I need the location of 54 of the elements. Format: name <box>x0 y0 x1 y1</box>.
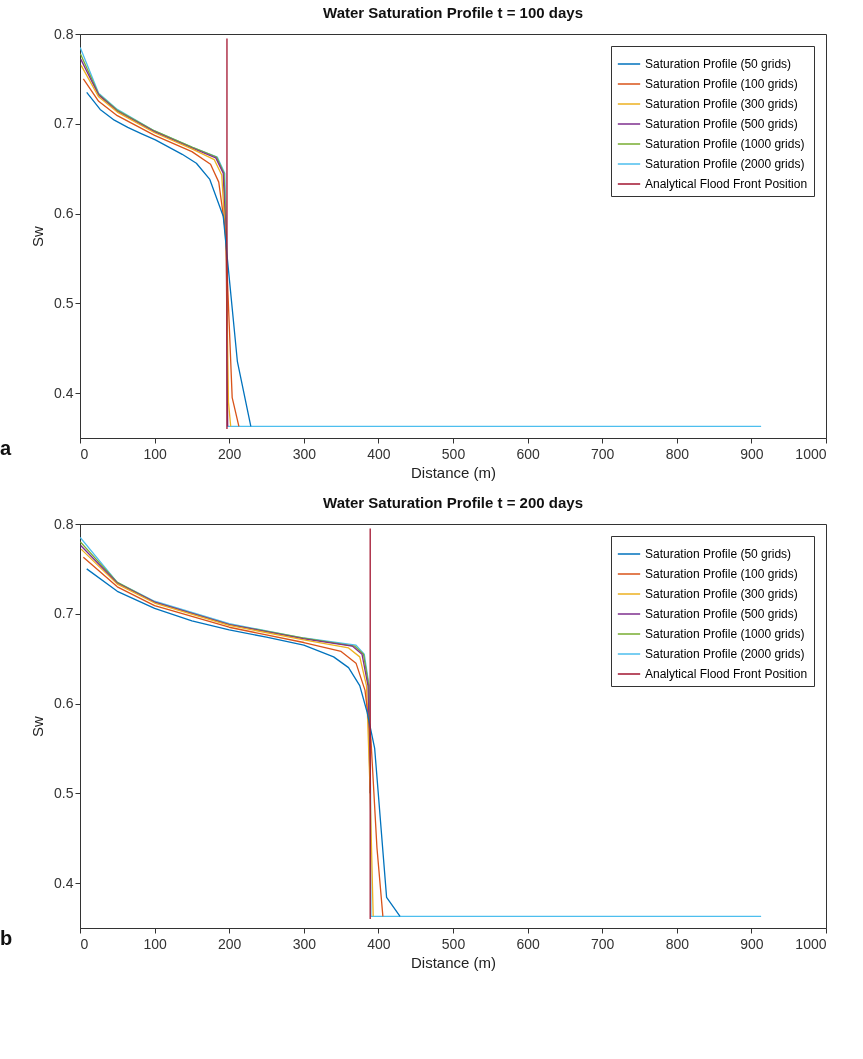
legend-label: Saturation Profile (100 grids) <box>645 567 798 581</box>
x-tick-label: 200 <box>218 935 242 952</box>
x-tick-label: 900 <box>740 935 764 952</box>
legend-label: Saturation Profile (500 grids) <box>645 607 798 621</box>
x-tick-label: 500 <box>441 445 466 462</box>
x-tick-label: 300 <box>292 935 317 952</box>
legend-label: Saturation Profile (2000 grids) <box>645 647 805 661</box>
x-tick-label: 0 <box>80 935 89 952</box>
x-tick-label: 500 <box>441 935 466 952</box>
legend-label: Analytical Flood Front Position <box>645 177 808 191</box>
text: b <box>0 927 13 949</box>
y-tick-label: 0.4 <box>54 384 74 401</box>
x-tick-label: 800 <box>665 935 690 952</box>
x-tick-label: 100 <box>143 445 167 462</box>
x-tick-label: 600 <box>516 445 540 462</box>
y-axis-title: Sw <box>29 225 47 247</box>
x-tick-label: 600 <box>516 935 540 952</box>
x-tick-label: 400 <box>367 935 391 952</box>
y-tick-label: 0.5 <box>54 784 74 801</box>
x-tick-label: 700 <box>591 445 615 462</box>
text: a <box>0 437 12 459</box>
legend-label: Saturation Profile (50 grids) <box>645 547 792 561</box>
x-tick-label: 300 <box>292 445 317 462</box>
x-tick-label: 200 <box>218 445 242 462</box>
x-axis-title: Distance (m) <box>410 463 497 481</box>
legend-label: Analytical Flood Front Position <box>645 667 808 681</box>
y-tick-label: 0.5 <box>54 294 74 311</box>
x-tick-label: 1000 <box>795 445 827 462</box>
legend-label: Saturation Profile (300 grids) <box>645 97 798 111</box>
x-tick-label: 1000 <box>795 935 827 952</box>
x-tick-label: 0 <box>80 445 89 462</box>
legend-label: Saturation Profile (300 grids) <box>645 587 798 601</box>
y-tick-label: 0.6 <box>54 695 74 712</box>
legend-label: Saturation Profile (100 grids) <box>645 77 798 91</box>
x-tick-label: 900 <box>740 445 764 462</box>
y-axis-title: Sw <box>29 715 47 737</box>
x-tick-label: 100 <box>143 935 167 952</box>
legend-label: Saturation Profile (500 grids) <box>645 117 798 131</box>
chart-title: Water Saturation Profile t = 200 days <box>323 494 583 511</box>
y-tick-label: 0.8 <box>54 25 74 42</box>
y-tick-label: 0.4 <box>54 874 74 891</box>
chart-title: Water Saturation Profile t = 100 days <box>323 4 583 21</box>
y-tick-label: 0.7 <box>54 605 74 622</box>
x-tick-label: 400 <box>367 445 391 462</box>
legend-label: Saturation Profile (2000 grids) <box>645 157 805 171</box>
x-tick-label: 800 <box>665 445 690 462</box>
legend-label: Saturation Profile (1000 grids) <box>645 137 805 151</box>
legend-label: Saturation Profile (1000 grids) <box>645 627 805 641</box>
legend-label: Saturation Profile (50 grids) <box>645 57 792 71</box>
y-tick-label: 0.6 <box>54 205 74 222</box>
y-tick-label: 0.8 <box>54 515 74 532</box>
x-tick-label: 700 <box>591 935 615 952</box>
x-axis-title: Distance (m) <box>410 953 497 971</box>
y-tick-label: 0.7 <box>54 115 74 132</box>
